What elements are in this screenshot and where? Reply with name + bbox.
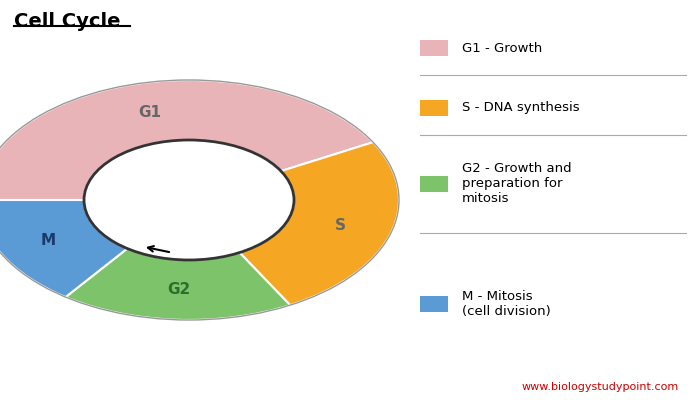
Text: S: S [335, 218, 346, 233]
Bar [420, 100, 448, 116]
Wedge shape [0, 200, 127, 297]
Text: www.biologystudypoint.com: www.biologystudypoint.com [522, 382, 679, 392]
Wedge shape [239, 142, 399, 305]
Text: Cell Cycle: Cell Cycle [14, 12, 120, 31]
Text: S - DNA synthesis: S - DNA synthesis [462, 102, 580, 114]
Text: M - Mitosis
(cell division): M - Mitosis (cell division) [462, 290, 551, 318]
Text: G2 - Growth and
preparation for
mitosis: G2 - Growth and preparation for mitosis [462, 162, 572, 206]
Text: G2: G2 [167, 282, 190, 297]
Text: M: M [41, 233, 56, 248]
Text: G1 - Growth: G1 - Growth [462, 42, 542, 54]
Bar [420, 296, 448, 312]
Bar [420, 40, 448, 56]
Circle shape [84, 140, 294, 260]
Bar [420, 176, 448, 192]
Text: G1: G1 [139, 105, 161, 120]
Wedge shape [0, 80, 373, 200]
Wedge shape [66, 248, 290, 320]
